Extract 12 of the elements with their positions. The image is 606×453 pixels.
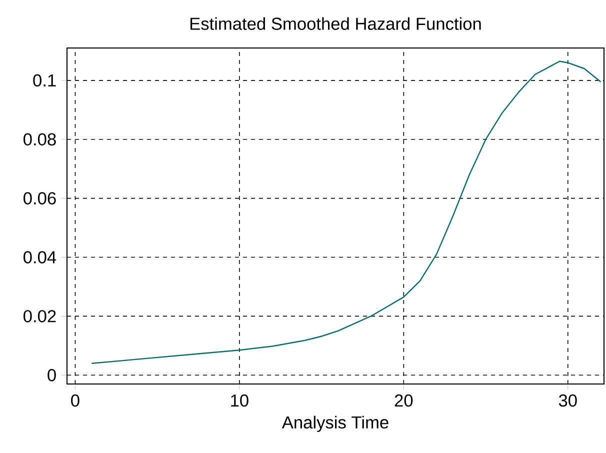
y-tick-label: 0.06: [24, 192, 56, 204]
x-tick-label: 0: [71, 394, 80, 407]
y-tick-label: 0.04: [24, 251, 56, 264]
x-axis-title: Analysis Time: [282, 416, 388, 432]
x-tick-label: 10: [231, 394, 248, 407]
y-tick-label: 0.08: [24, 133, 56, 146]
y-tick-label: 0.02: [24, 310, 56, 322]
y-tick-label: 0.1: [33, 74, 56, 87]
chart-title: Estimated Smoothed Hazard Function: [190, 17, 481, 30]
x-tick-label: 30: [558, 394, 577, 407]
x-tick-label: 20: [394, 394, 413, 407]
y-tick-label: 0: [48, 369, 56, 382]
